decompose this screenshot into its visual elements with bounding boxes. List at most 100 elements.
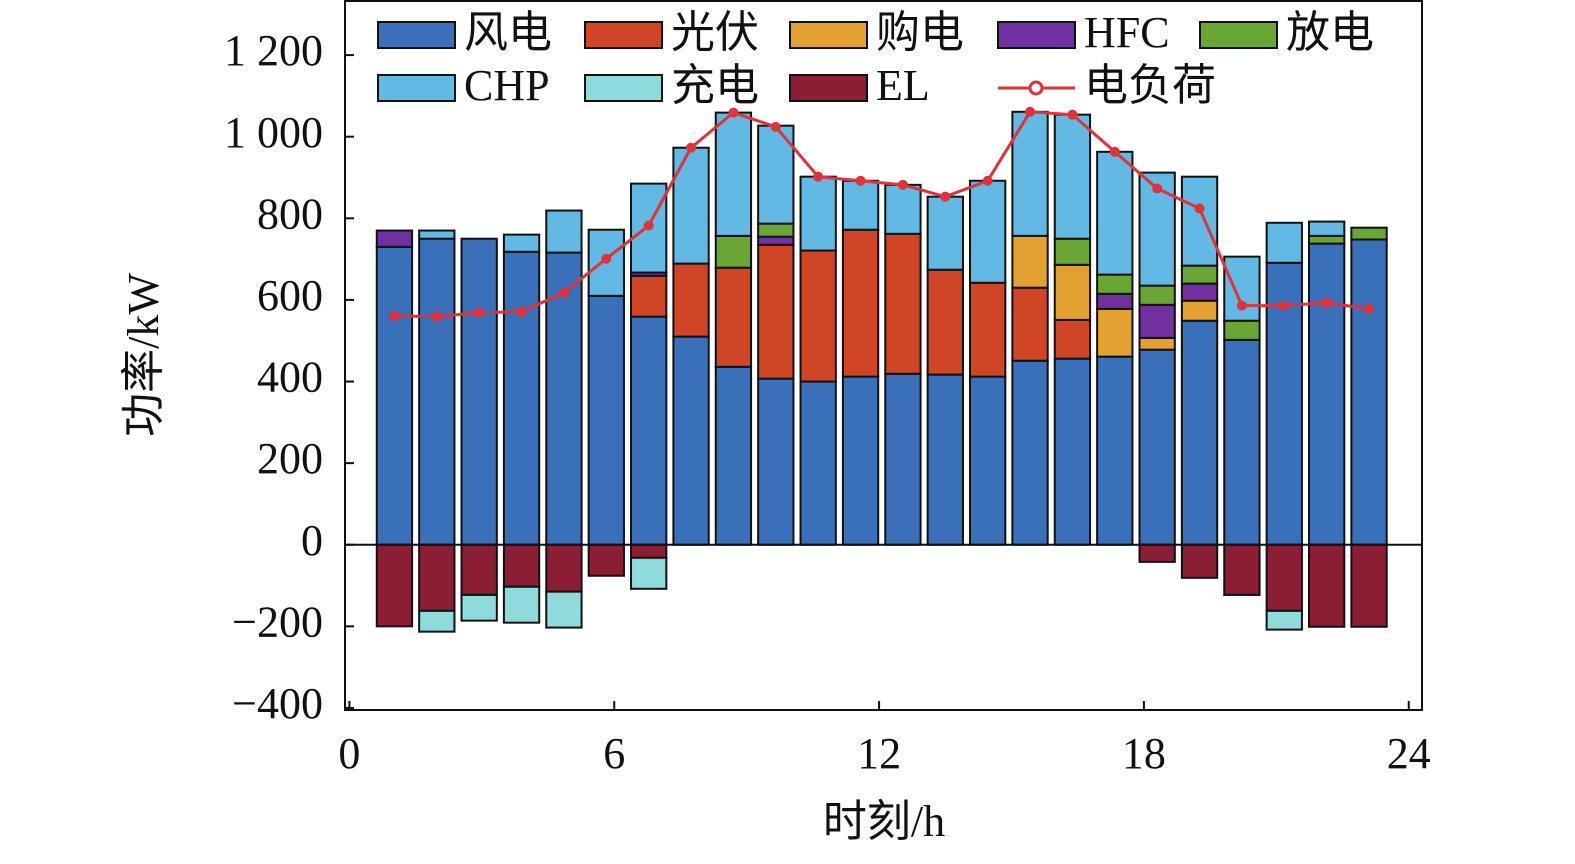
legend-swatch: [997, 21, 1076, 49]
bar-segment: [1180, 299, 1219, 322]
bar-segment: [1096, 273, 1134, 295]
legend-label: CHP: [464, 61, 550, 110]
bar-segment: [884, 232, 922, 375]
bar-segment: [1308, 220, 1346, 237]
bar-segment: [375, 543, 414, 628]
y-tick-label: 600: [257, 271, 323, 320]
legend-swatch: [377, 74, 456, 102]
y-tick-label: 800: [257, 189, 323, 238]
bar-segment: [1223, 338, 1261, 546]
line-marker: [813, 171, 824, 182]
bar-segment: [587, 294, 625, 546]
bar-segment: [714, 266, 753, 368]
line-marker: [770, 121, 781, 132]
bar-segment: [375, 245, 414, 546]
bar-segment: [799, 380, 837, 546]
bar-segment: [1223, 319, 1261, 341]
bar-segment: [969, 179, 1007, 284]
line-marker: [1025, 106, 1036, 117]
bar-segment: [502, 250, 541, 546]
bar-segment: [587, 543, 625, 577]
bar-segment: [969, 375, 1007, 546]
bar-segment: [545, 251, 583, 546]
bar-segment: [1138, 543, 1176, 563]
bar-segment: [714, 111, 753, 237]
bar-segment: [1096, 307, 1134, 358]
bar-segment: [1180, 264, 1219, 285]
line-marker: [389, 310, 400, 321]
line-marker: [1279, 300, 1290, 311]
bar-segment: [1096, 355, 1134, 546]
y-tick-label: −200: [232, 597, 323, 646]
bar-segment: [1350, 238, 1388, 546]
bar-segment: [375, 229, 414, 248]
legend-label: 购电: [876, 8, 964, 57]
bar-segment: [1180, 175, 1219, 267]
y-tick-label: 1 200: [224, 26, 323, 75]
legend-label: 光伏: [671, 8, 759, 57]
line-marker: [728, 107, 739, 118]
legend-label: 电负荷: [1084, 61, 1216, 110]
line-marker: [1152, 183, 1163, 194]
line-marker: [516, 306, 527, 317]
bar-segment: [1053, 318, 1092, 360]
bar-segment: [1308, 242, 1346, 546]
x-tick-label: 0: [338, 729, 360, 778]
bar-segment: [545, 590, 583, 629]
line-marker: [1321, 297, 1332, 308]
line-marker: [474, 307, 485, 318]
bar-segment: [714, 234, 753, 269]
bar-segment: [1053, 263, 1092, 321]
bar-segment: [418, 543, 456, 612]
bar-segment: [1180, 319, 1219, 546]
x-tick-label: 12: [857, 729, 901, 778]
legend-swatch: [789, 74, 868, 102]
bar-segment: [1308, 234, 1346, 245]
bar-segment: [1011, 286, 1049, 362]
line-marker: [686, 142, 697, 153]
bar-segment: [1011, 359, 1049, 546]
legend-label: EL: [876, 61, 930, 110]
bar-segment: [841, 375, 880, 546]
legend-swatch: [1199, 21, 1278, 49]
line-marker: [1364, 303, 1375, 314]
bar-segment: [1053, 237, 1092, 266]
line-marker: [558, 287, 569, 298]
bar-segment: [1096, 150, 1134, 276]
bar-segment: [1265, 609, 1303, 631]
line-marker: [643, 220, 654, 231]
bar-segment: [884, 183, 922, 235]
bar-segment: [1265, 543, 1303, 612]
bar-segment: [1180, 282, 1219, 302]
y-tick-label: 0: [301, 516, 323, 565]
y-tick-label: 400: [257, 353, 323, 402]
bar-segment: [1138, 336, 1176, 351]
bar-segment: [502, 585, 541, 624]
bar-segment: [672, 262, 710, 338]
x-tick-label: 6: [603, 729, 625, 778]
y-axis-label: 功率/kW: [119, 273, 168, 437]
line-marker: [1067, 109, 1078, 120]
bar-segment: [1308, 543, 1346, 628]
bar-segment: [1053, 357, 1092, 546]
bar-segment: [502, 233, 541, 253]
bar-segment: [1180, 543, 1219, 579]
bar-segment: [1096, 292, 1134, 310]
bar-segment: [1138, 303, 1176, 339]
bar-segment: [1350, 226, 1388, 241]
bar-segment: [1138, 348, 1176, 546]
line-marker: [940, 191, 951, 202]
legend-label: 放电: [1286, 8, 1374, 57]
bar-segment: [841, 179, 880, 231]
legend-swatch: [377, 21, 456, 49]
y-tick-label: −400: [232, 679, 323, 728]
legend-label: 充电: [671, 61, 759, 110]
bar-segment: [757, 377, 795, 546]
line-marker: [431, 311, 442, 322]
bar-segment: [884, 372, 922, 546]
bar-segment: [1265, 221, 1303, 264]
bar-segment: [418, 237, 456, 546]
bar-segment: [630, 556, 668, 590]
bar-segment: [926, 195, 964, 271]
